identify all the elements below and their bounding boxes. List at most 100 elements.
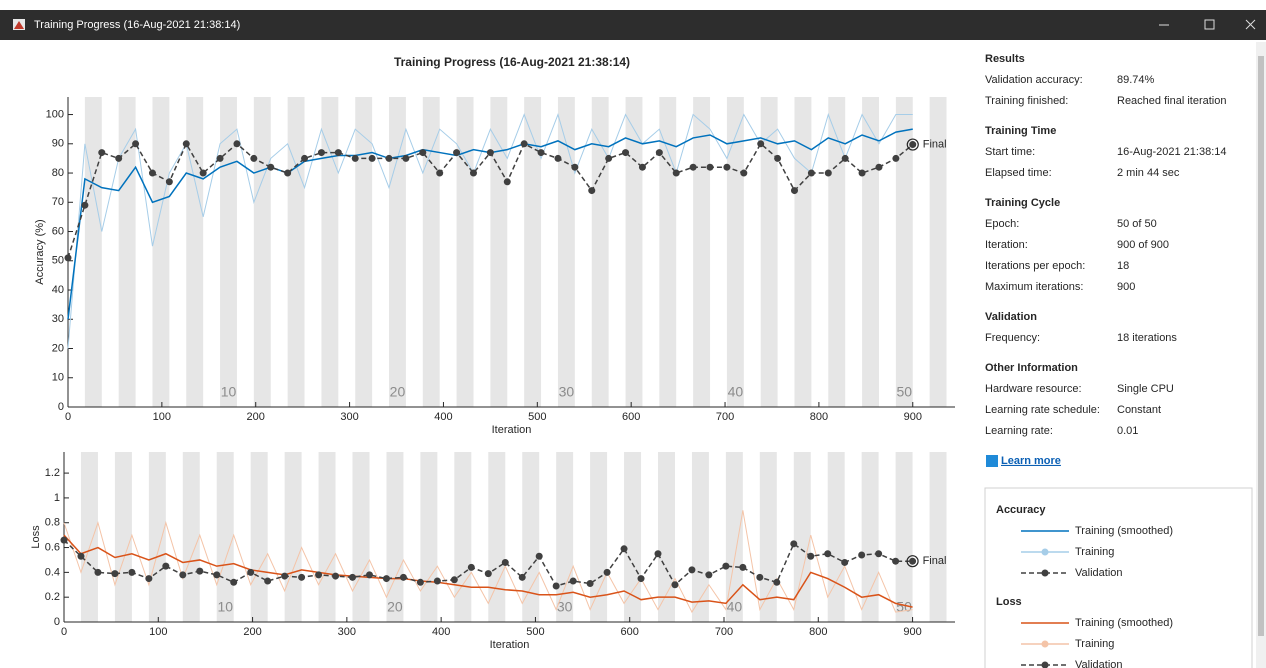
- validation-marker: [145, 575, 153, 583]
- epoch-band: [524, 97, 542, 407]
- validation-marker: [706, 163, 714, 171]
- epoch-label: 20: [390, 384, 406, 400]
- epoch-band: [556, 452, 574, 622]
- validation-marker: [264, 577, 272, 585]
- validation-marker: [537, 149, 545, 157]
- epoch-band: [216, 452, 234, 622]
- validation-marker: [588, 187, 596, 195]
- validation-marker: [332, 572, 340, 580]
- y-tick-label: 100: [46, 108, 64, 120]
- epoch-label: 30: [559, 384, 575, 400]
- validation-marker: [196, 567, 204, 575]
- epoch-band: [624, 452, 642, 622]
- epoch-band: [386, 452, 404, 622]
- validation-marker: [722, 562, 730, 570]
- info-value: 0.01: [1117, 425, 1138, 437]
- maximize-button[interactable]: [1204, 19, 1215, 30]
- validation-marker: [875, 163, 883, 171]
- validation-marker: [486, 149, 494, 157]
- epoch-band: [658, 452, 675, 622]
- section-heading: Training Time: [985, 125, 1056, 137]
- validation-marker: [453, 149, 461, 157]
- epoch-label: 40: [728, 384, 744, 400]
- x-tick-label: 800: [810, 411, 828, 423]
- validation-marker: [569, 577, 577, 585]
- legend-heading: Accuracy: [996, 504, 1046, 516]
- validation-marker: [128, 568, 136, 576]
- validation-marker: [216, 154, 224, 162]
- learn-more-link[interactable]: Learn more: [1001, 455, 1061, 467]
- validation-marker: [132, 140, 140, 148]
- validation-marker: [807, 169, 815, 177]
- epoch-label: 20: [387, 599, 403, 615]
- validation-marker: [179, 571, 187, 579]
- validation-marker: [773, 578, 781, 586]
- validation-marker: [689, 163, 697, 171]
- epoch-band: [355, 97, 373, 407]
- epoch-band: [591, 97, 609, 407]
- info-value: 2 min 44 sec: [1117, 167, 1180, 179]
- x-tick-label: 600: [622, 411, 640, 423]
- validation-marker: [688, 566, 696, 574]
- x-tick-label: 500: [526, 626, 544, 638]
- epoch-label: 10: [221, 384, 237, 400]
- epoch-label: 30: [557, 599, 573, 615]
- x-tick-label: 600: [621, 626, 639, 638]
- x-axis-label: Iteration: [490, 639, 530, 651]
- epoch-band: [929, 452, 947, 622]
- scrollbar-thumb[interactable]: [1258, 56, 1264, 636]
- validation-marker: [385, 154, 393, 162]
- validation-marker: [603, 568, 611, 576]
- validation-marker: [605, 154, 613, 162]
- validation-marker: [841, 154, 849, 162]
- epoch-band: [80, 452, 98, 622]
- validation-marker: [520, 140, 528, 148]
- validation-marker: [586, 580, 594, 588]
- epoch-band: [488, 452, 506, 622]
- y-axis-label: Accuracy (%): [34, 219, 46, 284]
- epoch-band: [284, 452, 302, 622]
- validation-marker: [875, 550, 883, 558]
- validation-marker: [484, 570, 492, 578]
- info-label: Validation accuracy:: [985, 74, 1083, 86]
- epoch-band: [148, 452, 166, 622]
- epoch-band: [691, 452, 709, 622]
- x-tick-label: 800: [809, 626, 827, 638]
- epoch-band: [693, 97, 711, 407]
- validation-marker: [233, 140, 241, 148]
- legend-marker: [1041, 569, 1049, 577]
- validation-marker: [315, 571, 323, 579]
- x-axis-label: Iteration: [492, 424, 532, 436]
- close-button[interactable]: [1245, 19, 1256, 30]
- validation-marker: [620, 545, 628, 553]
- epoch-band: [726, 97, 744, 407]
- legend-label: Validation: [1075, 567, 1123, 579]
- validation-marker: [637, 575, 645, 583]
- info-value: 900: [1117, 281, 1135, 293]
- info-value: 50 of 50: [1117, 218, 1157, 230]
- x-tick-label: 0: [65, 411, 71, 423]
- x-tick-label: 900: [903, 626, 921, 638]
- epoch-band: [827, 452, 845, 622]
- epoch-band: [828, 97, 846, 407]
- section-heading: Training Cycle: [985, 197, 1060, 209]
- info-label: Learning rate schedule:: [985, 404, 1100, 416]
- epoch-band: [114, 452, 132, 622]
- info-label: Training finished:: [985, 95, 1068, 107]
- legend-heading: Loss: [996, 596, 1022, 608]
- validation-marker: [909, 141, 917, 149]
- epoch-band: [321, 97, 339, 407]
- epoch-band: [794, 97, 812, 407]
- y-tick-label: 1: [54, 492, 60, 504]
- validation-marker: [433, 577, 441, 585]
- legend-marker: [1041, 661, 1049, 668]
- validation-marker: [892, 557, 900, 565]
- epoch-band: [253, 97, 271, 407]
- epoch-band: [895, 97, 913, 407]
- validation-marker: [467, 563, 475, 571]
- validation-marker: [757, 140, 765, 148]
- validation-marker: [399, 573, 407, 581]
- y-tick-label: 0.8: [45, 517, 60, 529]
- validation-marker: [94, 568, 102, 576]
- validation-marker: [824, 550, 832, 558]
